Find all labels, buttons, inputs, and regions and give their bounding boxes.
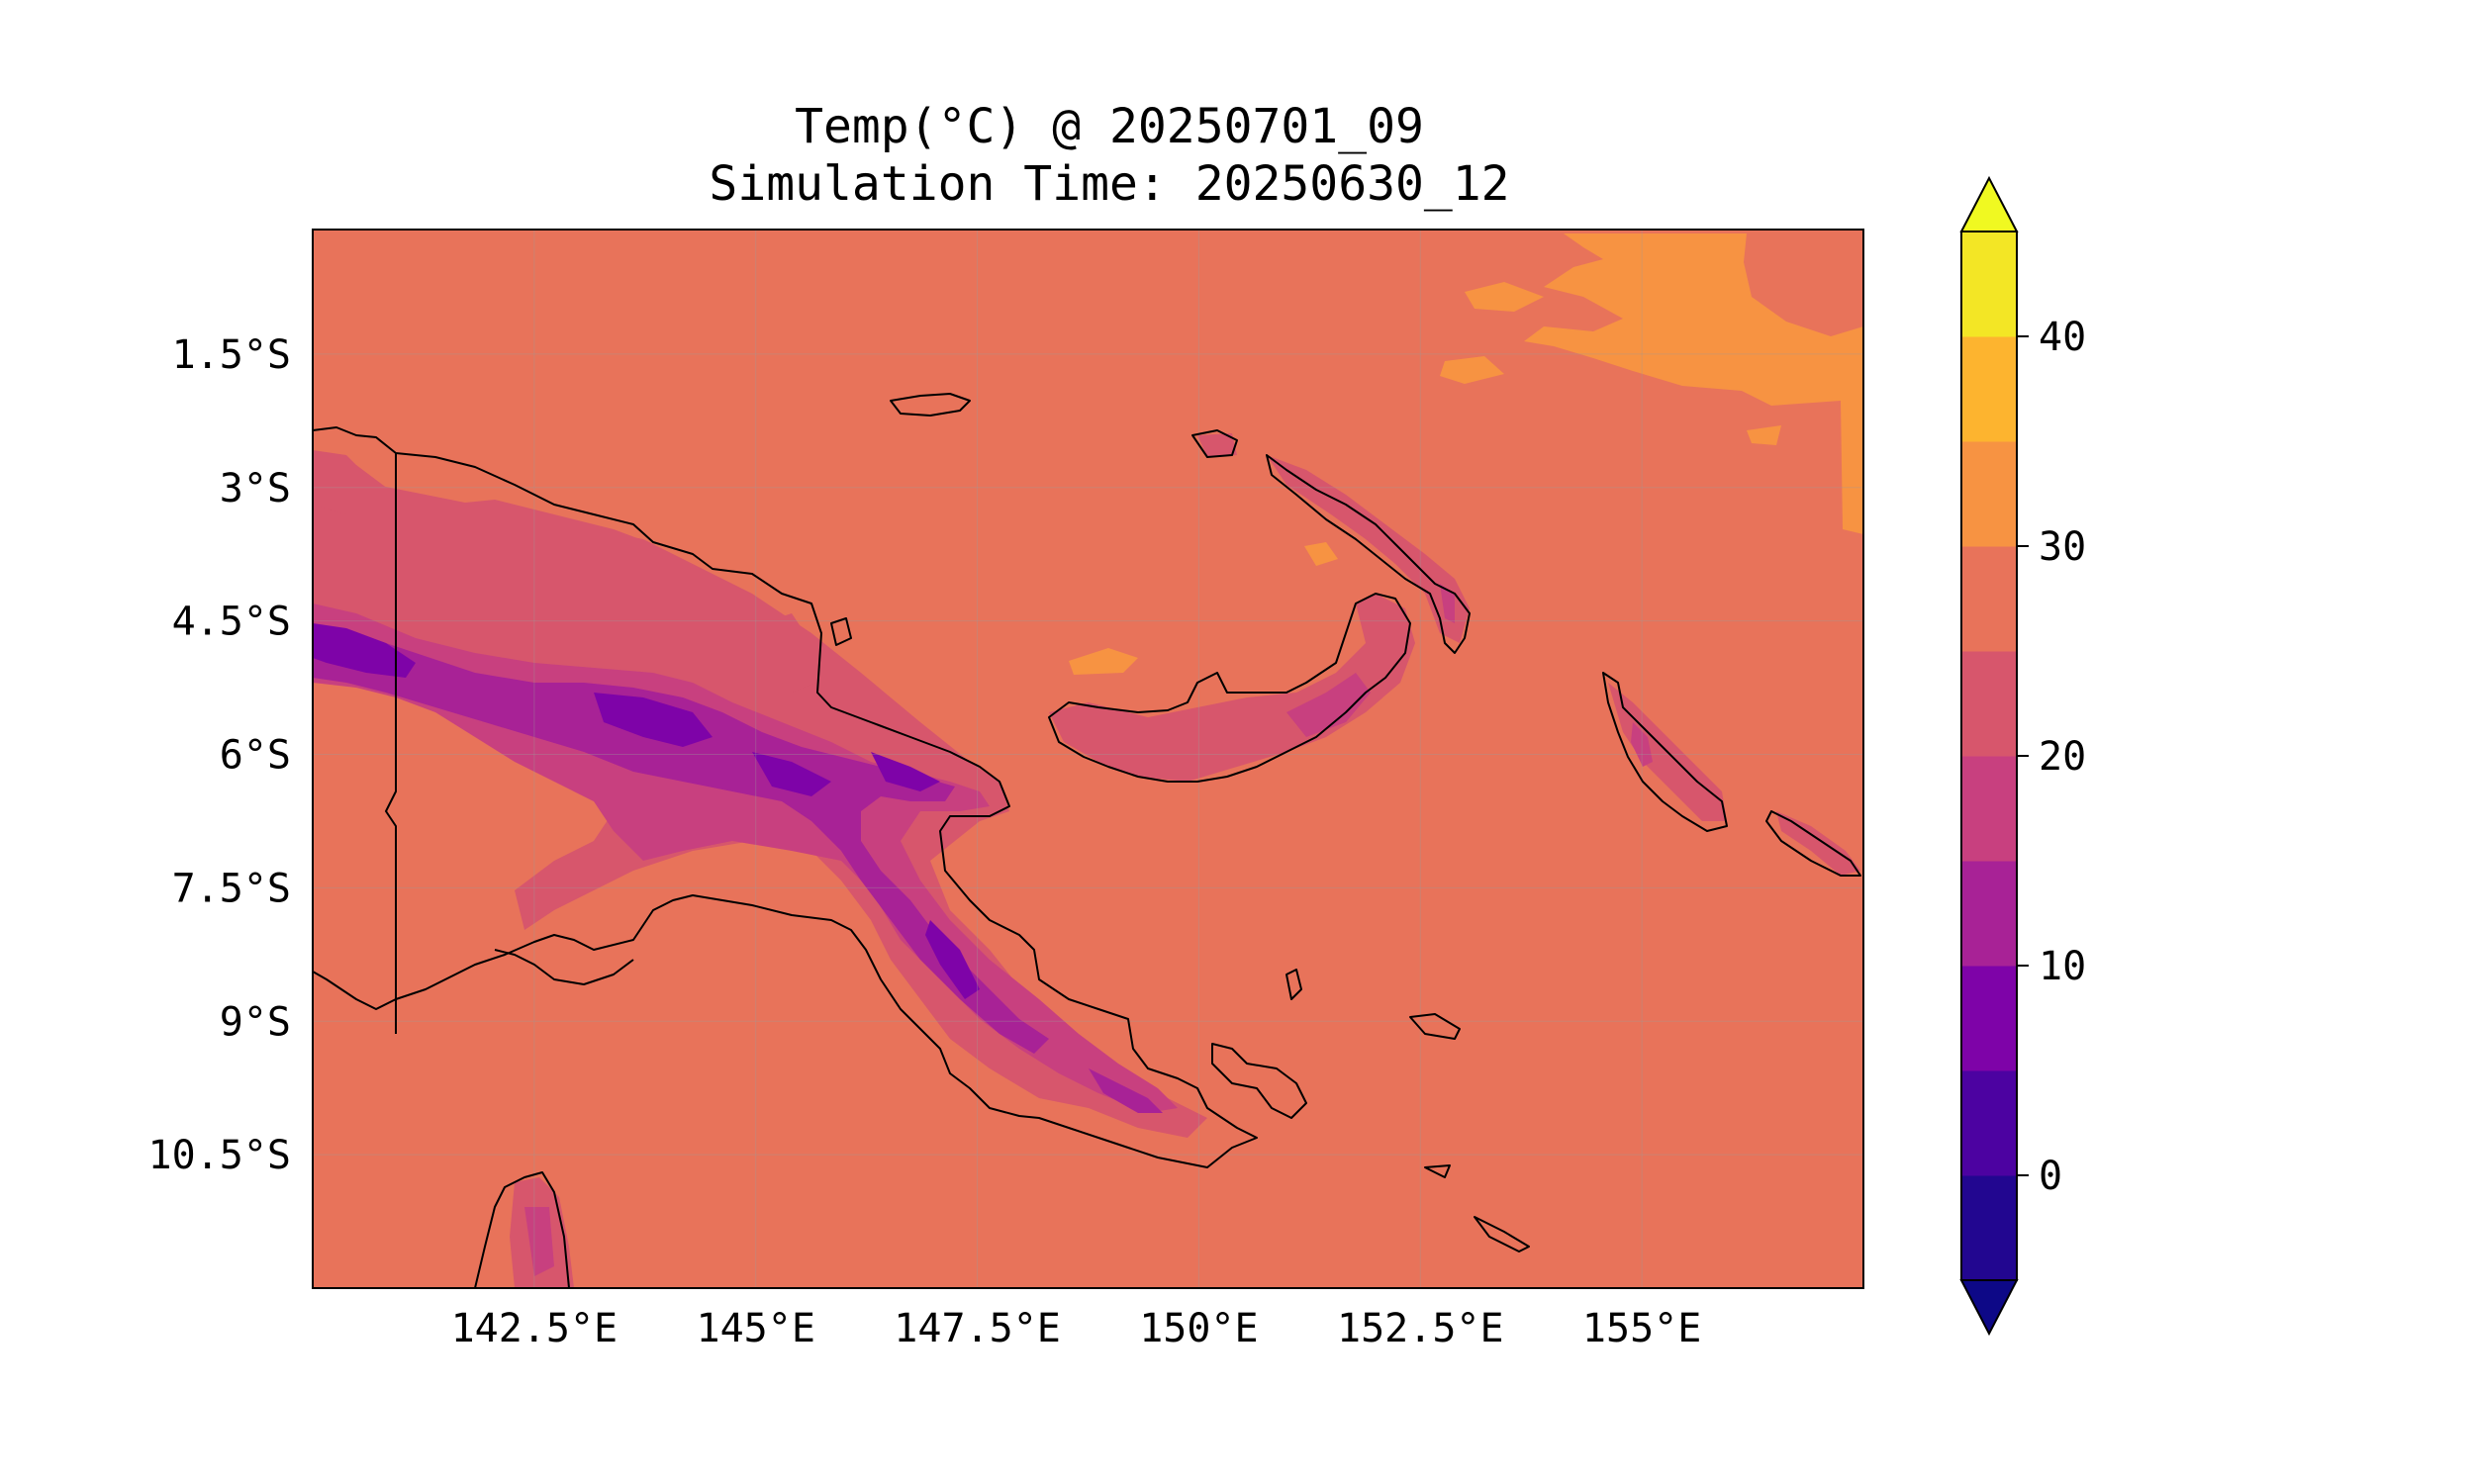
contour-5-10-core-3 (752, 752, 831, 796)
x-tick-label: 147.5°E (894, 1306, 1061, 1351)
y-tick-label: 7.5°S (172, 866, 291, 911)
contour-15-20-new-britain-core (1286, 673, 1371, 737)
x-tick-label: 150°E (1139, 1306, 1258, 1351)
coastline-new-ireland (1266, 454, 1471, 654)
coastline-new-britain (1048, 593, 1411, 783)
contour-warm-patch-3 (1069, 648, 1138, 675)
colorbar-tick-label: 30 (2039, 524, 2086, 570)
coastline-dentrecasteaux (1211, 1043, 1307, 1119)
colorbar-tick-label: 20 (2039, 734, 2086, 780)
coastline-louisiade-3 (1424, 1164, 1451, 1178)
contour-5-10-core-1 (313, 623, 416, 678)
coastline-cape-york (474, 1171, 570, 1288)
coastline-solomon-isles (1765, 810, 1861, 877)
contour-5-10-core-5 (871, 752, 940, 791)
coastline-waigeo (890, 393, 971, 417)
colorbar-level-7 (1961, 441, 2017, 547)
colorbar-tick-label: 40 (2039, 315, 2086, 360)
y-tick-label: 3°S (220, 466, 291, 511)
contour-10-15-se-tail (1089, 1068, 1163, 1113)
colorbar-tick-label: 0 (2039, 1154, 2062, 1199)
y-tick-label: 6°S (220, 733, 291, 779)
map-frame (312, 229, 1864, 1289)
contour-20-25-solomons (1776, 811, 1860, 876)
contour-5-10-core-2 (594, 693, 713, 747)
contour-warm-patch-1 (1465, 282, 1544, 312)
coastline-karkar (830, 617, 852, 646)
y-tick-label: 10.5°S (148, 1133, 292, 1178)
colorbar-level-9 (1961, 232, 2017, 337)
colorbar-over-extension (1959, 175, 2019, 232)
contour-20-25-north-ridge (313, 455, 653, 559)
coastline-new-guinea (313, 426, 1258, 1168)
colorbar-level-0 (1961, 1175, 2017, 1281)
contour-20-25-new-britain (1049, 594, 1415, 782)
contour-5-10-core-4 (925, 920, 980, 999)
x-tick-label: 145°E (697, 1306, 815, 1351)
colorbar-tick-label: 10 (2039, 944, 2086, 989)
contour-20-25-north-coast (762, 613, 816, 693)
map-gridlines (313, 230, 1863, 1288)
x-tick-label: 155°E (1582, 1306, 1701, 1351)
coastline-south-coast-inlet (494, 949, 634, 985)
colorbar-under-extension (1959, 1279, 2019, 1337)
contour-warm-patch-5 (1747, 425, 1781, 445)
coastlines (313, 393, 1861, 1288)
y-tick-label: 9°S (220, 999, 291, 1045)
contour-warm-patch-2 (1440, 356, 1504, 384)
y-tick-label: 1.5°S (172, 332, 291, 378)
colorbar-level-6 (1961, 546, 2017, 652)
colorbar-level-3 (1961, 861, 2017, 967)
contour-warm-patch-4 (1304, 542, 1338, 566)
colorbar-level-4 (1961, 756, 2017, 862)
coastline-manus (1191, 429, 1238, 458)
contour-20-25-new-ireland (1267, 455, 1470, 643)
contour-15-20-bougainville-core (1631, 722, 1653, 767)
coastline-louisiade-2 (1474, 1216, 1530, 1252)
temperature-contours (313, 233, 1863, 1288)
map-title-line-1: Temp(°C) @ 20250701_09 (795, 99, 1424, 154)
colorbar-level-5 (1961, 651, 2017, 757)
contour-15-20-new-ireland-core (1440, 584, 1455, 623)
colorbar-level-2 (1961, 966, 2017, 1071)
map-title-line-2: Simulation Time: 20250630_12 (709, 156, 1510, 212)
colorbar-level-1 (1961, 1070, 2017, 1176)
coastline-png-border (385, 453, 397, 1034)
x-tick-label: 152.5°E (1337, 1306, 1504, 1351)
y-axis-ticks: 1.5°S 3°S 4.5°S 6°S 7.5°S 9°S 10.5°S (148, 332, 292, 1178)
map-panel: 142.5°E 145°E 147.5°E 150°E 152.5°E 155°E 1.5… (148, 229, 1864, 1351)
contour-warm-ne-cool-patch (1744, 233, 1863, 336)
x-axis-ticks: 142.5°E 145°E 147.5°E 150°E 152.5°E 155°E (451, 1306, 1702, 1351)
y-tick-label: 4.5°S (172, 600, 291, 645)
contour-20-25-manus (1197, 433, 1237, 457)
contour-15-20-cape-york-core (524, 1207, 554, 1276)
coastline-fergusson (1285, 969, 1302, 1000)
coastline-bougainville (1602, 672, 1728, 832)
coastline-louisiade-1 (1409, 1013, 1461, 1040)
colorbar-level-8 (1961, 336, 2017, 442)
x-tick-label: 142.5°E (451, 1306, 618, 1351)
colorbar: 0 10 20 30 40 (1959, 175, 2086, 1337)
